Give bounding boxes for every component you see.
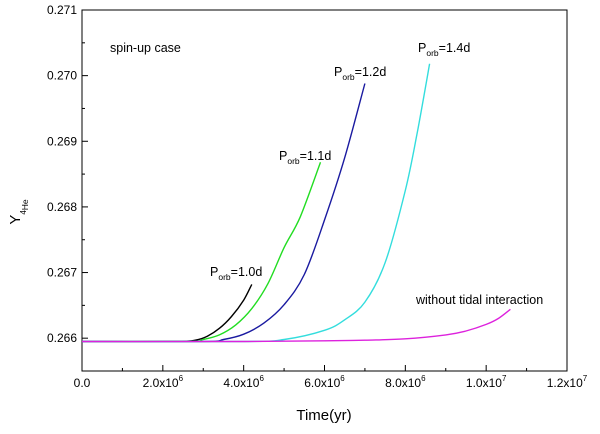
plot-frame (81, 9, 568, 372)
x-tick-label-2: 4.0x106 (223, 374, 264, 390)
x-tick-label-6: 1.2x107 (547, 374, 588, 390)
x-tick-label-4: 8.0x106 (385, 374, 426, 390)
series-line-4 (81, 308, 511, 343)
series-label-3: Porb=1.4d (418, 41, 470, 58)
series-line-1 (81, 162, 322, 343)
annotation-spin-up: spin-up case (110, 41, 181, 55)
series-label-2: Porb=1.2d (334, 65, 386, 82)
x-tick-label-5: 1.0x107 (466, 374, 507, 390)
series-line-0 (81, 284, 253, 343)
series-label-4: without tidal interaction (415, 293, 543, 307)
x-tick-label-1: 2.0x106 (143, 374, 184, 390)
series-line-2 (81, 83, 366, 343)
y-tick-label-0: 0.266 (47, 331, 77, 345)
series-label-0: Porb=1.0d (210, 265, 262, 282)
x-tick-label-0: 0.0 (74, 376, 91, 390)
y-tick-label-3: 0.269 (47, 134, 77, 148)
svg-text:Y4He: Y4He (7, 199, 30, 225)
series-labels: Porb=1.0d Porb=1.1d Porb=1.2d Porb=1.4d with… (210, 41, 543, 307)
y-tick-label-4: 0.270 (47, 69, 77, 83)
y-tick-label-2: 0.268 (47, 200, 77, 214)
x-tick-label-3: 6.0x106 (304, 374, 345, 390)
series-line-3 (81, 63, 431, 343)
ticks-layer: 0.0 2.0x106 4.0x106 6.0x106 8.0x106 1.0x107 1.… (47, 3, 588, 390)
x-axis-title: Time(yr) (296, 407, 351, 424)
y-axis-title-base: Y (7, 215, 24, 225)
series-label-1: Porb=1.1d (279, 149, 331, 166)
y-axis-title-sup: 4 (19, 210, 28, 215)
y-tick-label-1: 0.267 (47, 266, 77, 280)
y-tick-label-5: 0.271 (47, 3, 77, 17)
series-layer (81, 63, 511, 343)
y-axis-title-sub: He (20, 199, 30, 210)
y-axis-title: Y4He (7, 199, 30, 225)
